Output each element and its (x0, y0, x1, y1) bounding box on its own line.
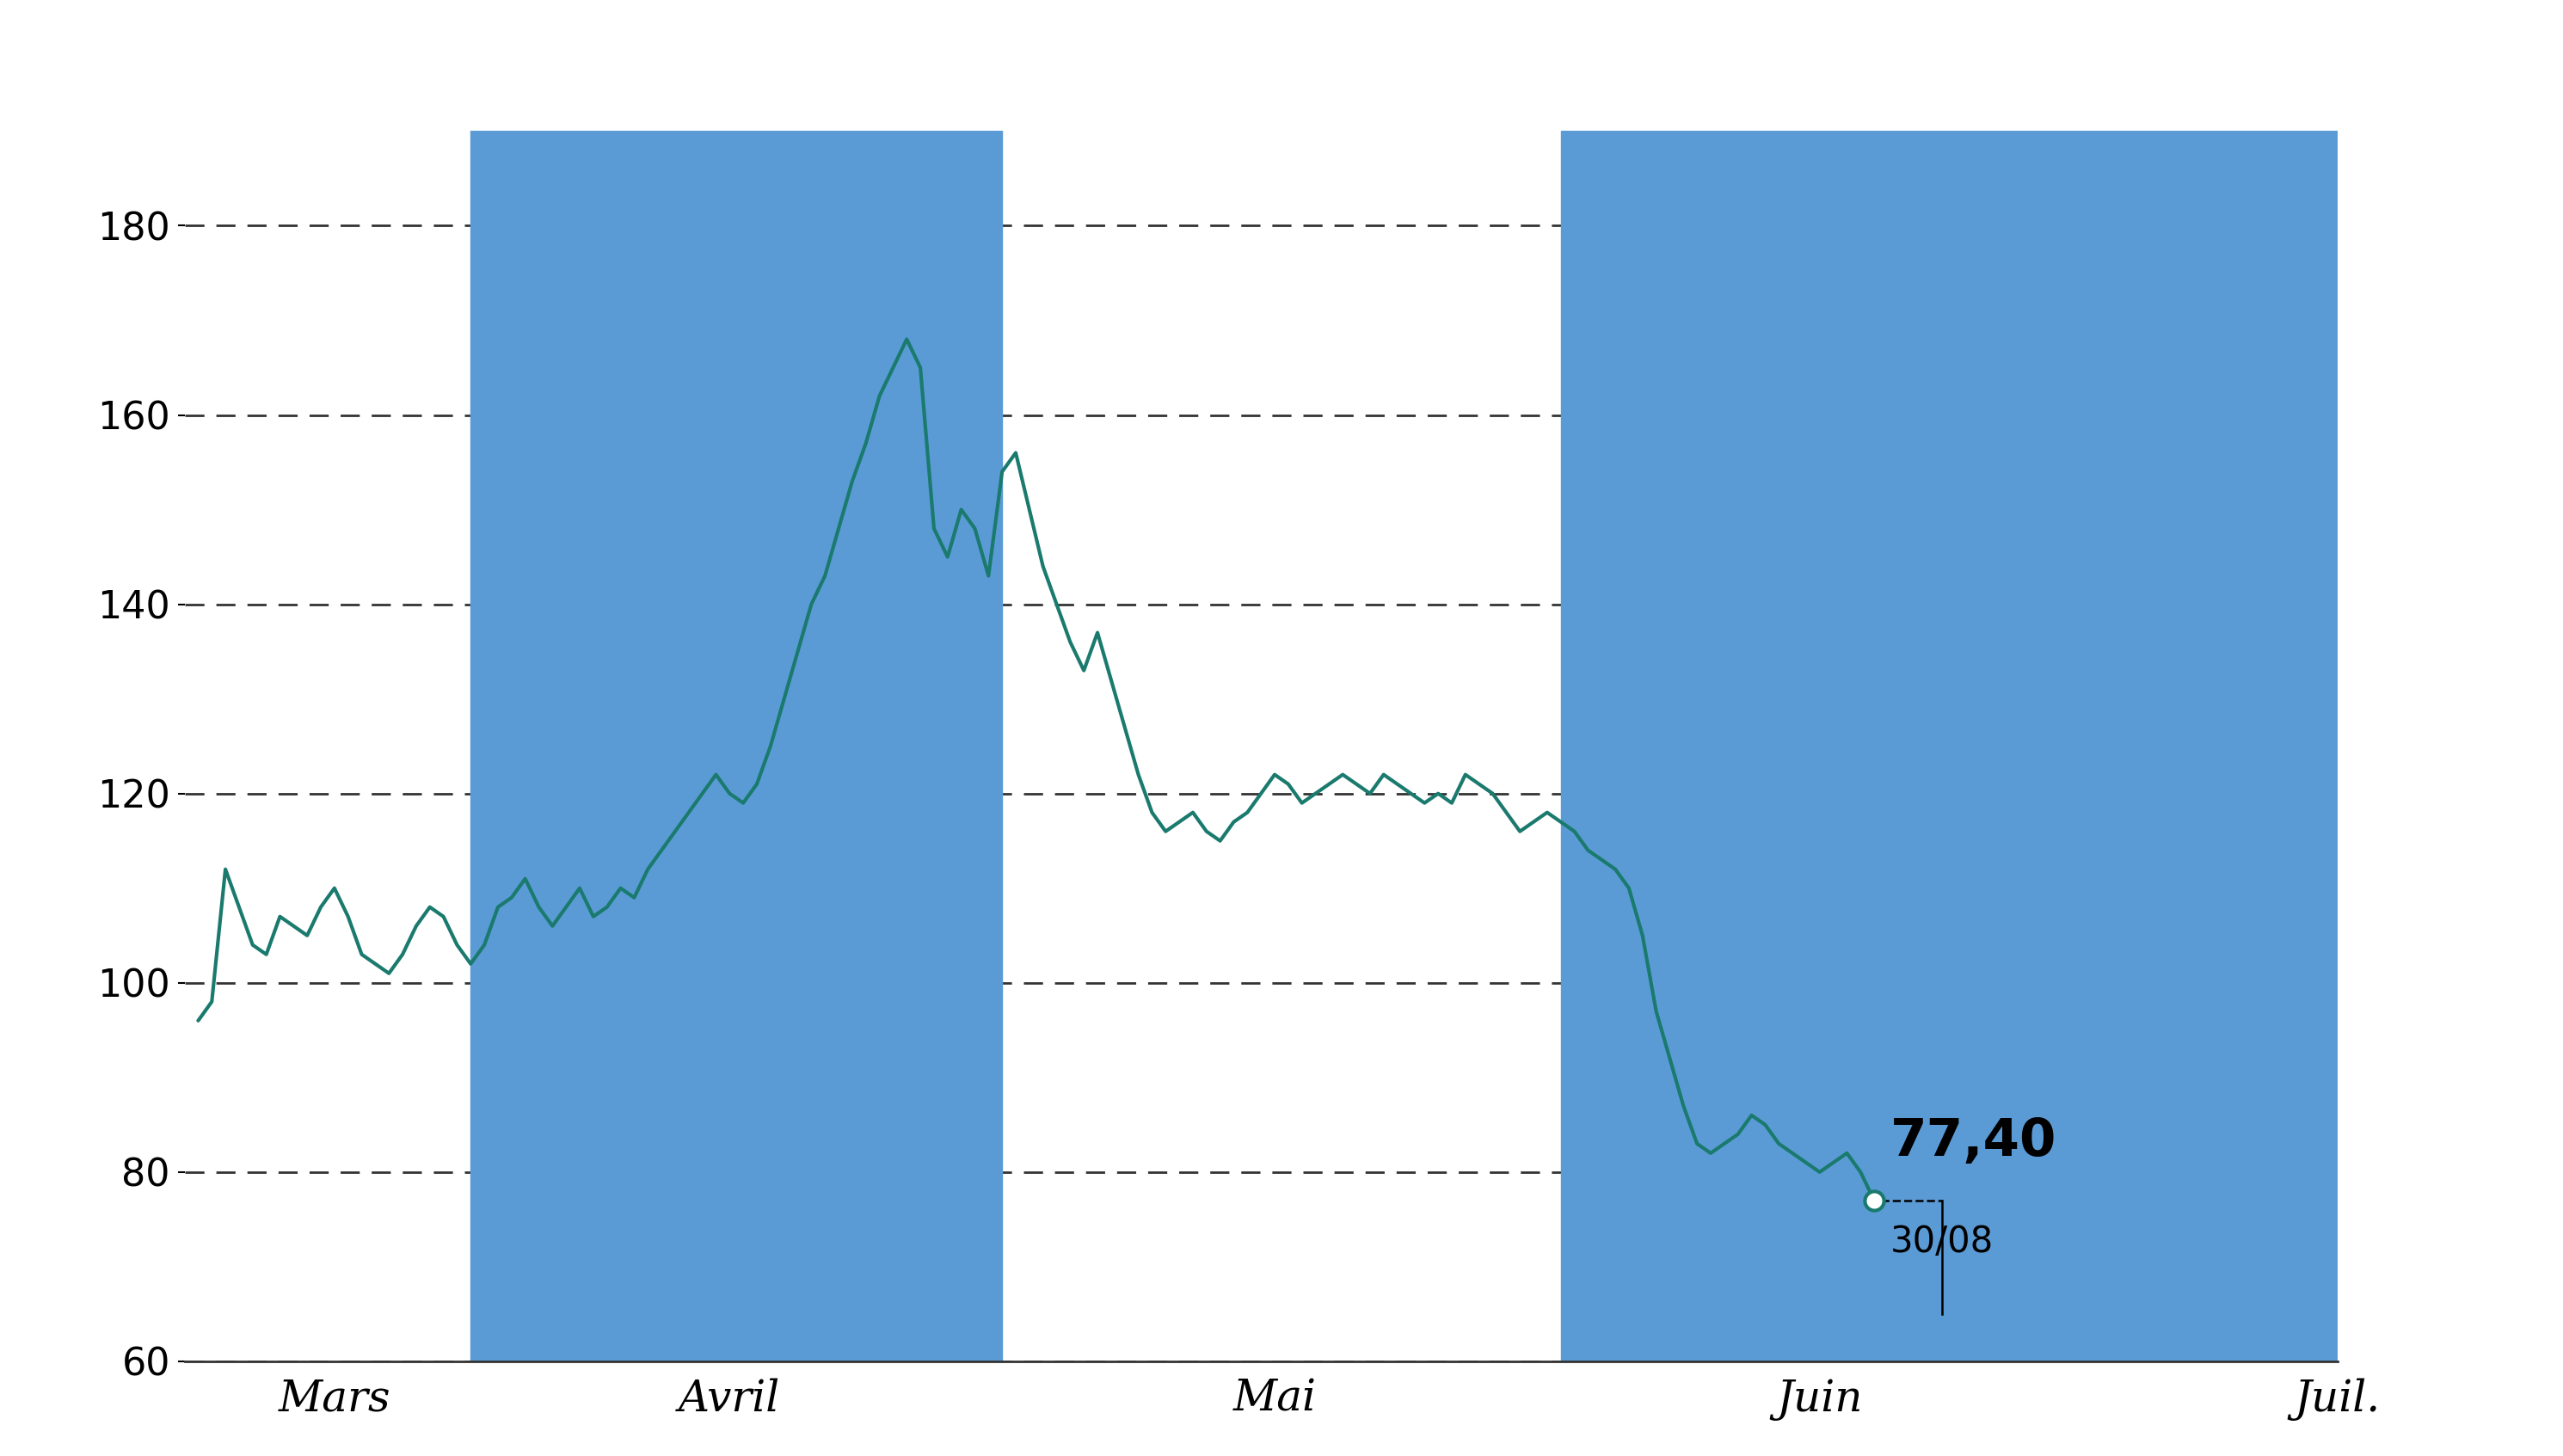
Bar (1874, 131, 2563, 1361)
Bar (1561, 131, 2091, 1361)
Text: 77,40: 77,40 (1891, 1117, 2058, 1168)
Text: Moderna, Inc.: Moderna, Inc. (961, 9, 1602, 86)
Bar (472, 131, 1002, 1361)
Text: 30/08: 30/08 (1891, 1224, 1994, 1261)
